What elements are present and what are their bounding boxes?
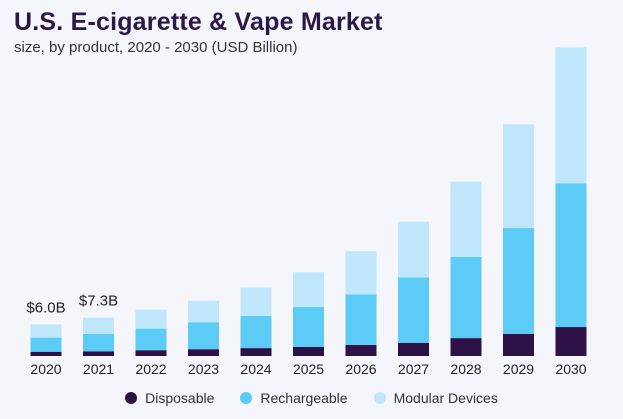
legend-item-modular-devices: Modular Devices <box>373 390 498 406</box>
legend: Disposable Rechargeable Modular Devices <box>0 390 623 406</box>
chart-title: U.S. E-cigarette & Vape Market <box>14 8 383 36</box>
x-tick-label-2025: 2025 <box>293 361 324 377</box>
bar-disposable-2020 <box>30 351 62 356</box>
bar-disposable-2021 <box>83 351 114 356</box>
bar-modular-devices-2029 <box>503 124 534 229</box>
x-tick-label-2022: 2022 <box>135 361 166 377</box>
bar-rechargeable-2023 <box>188 322 219 350</box>
bar-rechargeable-2028 <box>450 257 482 339</box>
x-tick-label-2024: 2024 <box>240 361 271 377</box>
legend-swatch-modular-devices <box>373 392 386 404</box>
legend-item-disposable: Disposable <box>125 390 214 406</box>
bar-rechargeable-2025 <box>293 307 324 347</box>
x-tick-label-2020: 2020 <box>30 361 61 377</box>
legend-item-rechargeable: Rechargeable <box>240 390 348 406</box>
bar-modular-devices-2024 <box>240 287 272 316</box>
bar-disposable-2025 <box>293 347 324 356</box>
x-tick-label-2021: 2021 <box>83 361 114 377</box>
bar-disposable-2027 <box>398 342 429 356</box>
bar-modular-devices-2021 <box>83 317 114 334</box>
x-tick-label-2026: 2026 <box>345 361 376 377</box>
bar-modular-devices-2023 <box>188 300 219 323</box>
legend-label-disposable: Disposable <box>145 390 215 406</box>
bar-rechargeable-2020 <box>30 337 62 352</box>
bar-disposable-2029 <box>503 333 534 356</box>
bar-rechargeable-2027 <box>398 277 429 343</box>
legend-label-modular-devices: Modular Devices <box>393 390 498 406</box>
bar-rechargeable-2026 <box>345 294 377 345</box>
bar-modular-devices-2020 <box>30 324 62 338</box>
x-tick-label-2030: 2030 <box>555 361 586 377</box>
bar-rechargeable-2024 <box>240 316 272 349</box>
bar-modular-devices-2025 <box>293 272 324 308</box>
bar-disposable-2023 <box>188 349 219 356</box>
legend-label-rechargeable: Rechargeable <box>260 390 348 406</box>
x-tick-label-2029: 2029 <box>503 361 534 377</box>
chart-subtitle: size, by product, 2020 - 2030 (USD Billi… <box>14 39 298 56</box>
bar-rechargeable-2029 <box>503 228 534 334</box>
x-tick-label-2028: 2028 <box>450 361 481 377</box>
bar-disposable-2022 <box>135 350 167 356</box>
bar-modular-devices-2022 <box>135 309 167 329</box>
x-tick-label-2027: 2027 <box>398 361 429 377</box>
total-label-2021: $7.3B <box>79 293 118 310</box>
bar-rechargeable-2021 <box>83 333 114 352</box>
total-label-2020: $6.0B <box>26 299 65 316</box>
bar-disposable-2024 <box>240 348 272 356</box>
bar-disposable-2028 <box>450 338 482 356</box>
bar-rechargeable-2022 <box>135 328 167 351</box>
bar-disposable-2026 <box>345 344 377 356</box>
legend-swatch-disposable <box>125 392 138 404</box>
bar-modular-devices-2030 <box>555 47 587 184</box>
x-tick-label-2023: 2023 <box>188 361 219 377</box>
bar-disposable-2030 <box>555 327 587 356</box>
bar-modular-devices-2027 <box>398 221 429 278</box>
bar-modular-devices-2028 <box>450 181 482 257</box>
legend-swatch-rechargeable <box>240 392 253 404</box>
bar-rechargeable-2030 <box>555 183 587 328</box>
bar-modular-devices-2026 <box>345 251 377 295</box>
